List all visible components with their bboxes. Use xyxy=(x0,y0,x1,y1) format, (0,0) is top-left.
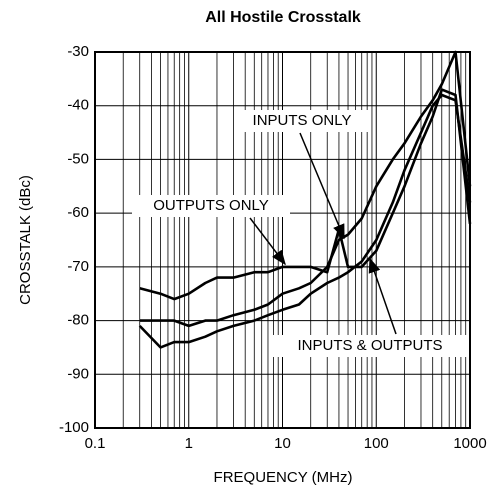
x-tick-label: 1000 xyxy=(453,435,486,452)
arrow xyxy=(249,217,286,266)
annotations: INPUTS ONLY OUTPUTS ONLY INPUTS & OUTPUT… xyxy=(132,110,468,357)
y-tick-label: -60 xyxy=(67,204,89,221)
series-line xyxy=(138,93,472,349)
arrow xyxy=(299,132,345,240)
annotation: OUTPUTS ONLY xyxy=(153,197,269,214)
x-tick-label: 10 xyxy=(274,435,291,452)
lines xyxy=(138,50,472,349)
series-line xyxy=(139,50,472,328)
label-bg xyxy=(272,335,468,357)
label-bg xyxy=(234,110,370,132)
annotation: INPUTS ONLY xyxy=(253,112,352,129)
y-tick-label: -40 xyxy=(67,97,89,114)
series-line xyxy=(139,88,472,301)
y-tick-label: -30 xyxy=(67,43,89,60)
arrow xyxy=(368,257,397,335)
y-tick-label: -50 xyxy=(67,150,89,167)
x-axis-label: FREQUENCY (MHz) xyxy=(214,469,353,486)
x-tick-label: 100 xyxy=(364,435,389,452)
annotation: INPUTS & OUTPUTS xyxy=(297,337,442,354)
grid xyxy=(94,51,471,429)
chart-title: All Hostile Crosstalk xyxy=(205,9,361,26)
x-tick-label: 1 xyxy=(185,435,193,452)
plot-frame xyxy=(94,51,471,429)
y-tick-label: -100 xyxy=(59,419,89,436)
y-axis-label: CROSSTALK (dBc) xyxy=(17,175,34,305)
x-tick-label: 0.1 xyxy=(85,435,106,452)
y-tick-label: -70 xyxy=(67,258,89,275)
y-tick-label: -80 xyxy=(67,312,89,329)
y-tick-label: -90 xyxy=(67,365,89,382)
label-bg xyxy=(132,195,290,217)
